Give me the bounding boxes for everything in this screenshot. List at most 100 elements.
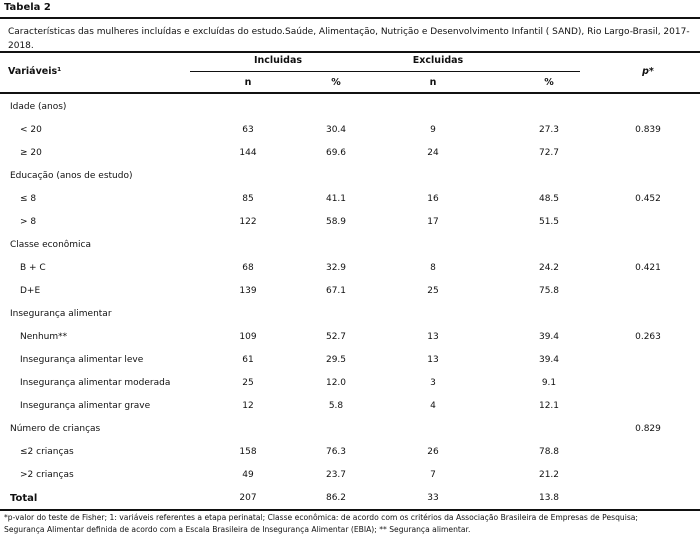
cell-p2: 51.5 xyxy=(538,217,560,227)
table-row: Insegurança alimentar moderada 25 12.0 3 9.1 xyxy=(0,372,700,395)
cell-n1: 144 xyxy=(239,148,257,158)
table-row: Número de crianças 0.829 xyxy=(0,418,700,441)
cell-p2: 9.1 xyxy=(541,378,557,388)
cell-p2: 39.4 xyxy=(538,355,560,365)
footnote-line: *p-valor do teste de Fisher; 1: variávei… xyxy=(4,513,638,522)
cell-label: Educação (anos de estudo) xyxy=(10,171,133,181)
cell-p: 0.829 xyxy=(635,424,661,434)
cell-label: B + C xyxy=(20,263,46,273)
cell-p1: 69.6 xyxy=(325,148,347,158)
header-n-excluded: n xyxy=(429,77,437,88)
cell-n2: 13 xyxy=(427,355,439,365)
cell-label: ≤2 crianças xyxy=(20,447,74,457)
table-row: B + C 68 32.9 8 24.2 0.421 xyxy=(0,257,700,280)
cell-p: 0.839 xyxy=(635,125,661,135)
footnote-line: Segurança Alimentar definida de acordo c… xyxy=(4,525,471,534)
cell-p: 0.452 xyxy=(635,194,661,204)
table-row: ≤2 crianças 158 76.3 26 78.8 xyxy=(0,441,700,464)
cell-n2: 16 xyxy=(427,194,439,204)
cell-p1: 32.9 xyxy=(325,263,347,273)
cell-n1: 61 xyxy=(242,355,254,365)
cell-n2: 8 xyxy=(430,263,436,273)
cell-p2: 27.3 xyxy=(538,125,560,135)
cell-n1: 25 xyxy=(242,378,254,388)
cell-label: < 20 xyxy=(20,125,42,135)
cell-n1: 12 xyxy=(242,401,254,411)
table-row: Classe econômica xyxy=(0,234,700,257)
cell-p2: 48.5 xyxy=(538,194,560,204)
cell-p1: 23.7 xyxy=(325,470,347,480)
cell-n1: 68 xyxy=(242,263,254,273)
divider xyxy=(0,51,700,53)
header-excluded: Excluidas xyxy=(412,55,464,66)
table-title: Tabela 2 xyxy=(4,2,51,13)
cell-p1: 52.7 xyxy=(325,332,347,342)
cell-p2: 39.4 xyxy=(538,332,560,342)
table-row: Educação (anos de estudo) xyxy=(0,165,700,188)
cell-label: ≥ 20 xyxy=(20,148,42,158)
header-pct-included: % xyxy=(331,77,341,88)
header-n-included: n xyxy=(244,77,252,88)
cell-p2: 78.8 xyxy=(538,447,560,457)
cell-p: 0.263 xyxy=(635,332,661,342)
cell-p1: 30.4 xyxy=(325,125,347,135)
cell-p2: 72.7 xyxy=(538,148,560,158)
cell-p1: 86.2 xyxy=(325,493,347,503)
header-pct-excluded: % xyxy=(544,77,554,88)
cell-label: Número de crianças xyxy=(10,424,101,434)
header-variables: Variáveis¹ xyxy=(8,66,62,77)
cell-label: ≤ 8 xyxy=(20,194,37,204)
cell-n1: 85 xyxy=(242,194,254,204)
table-row: >2 crianças 49 23.7 7 21.2 xyxy=(0,464,700,487)
cell-label: Insegurança alimentar moderada xyxy=(20,378,171,388)
table-row: < 20 63 30.4 9 27.3 0.839 xyxy=(0,119,700,142)
cell-label: Insegurança alimentar leve xyxy=(20,355,144,365)
cell-p1: 58.9 xyxy=(325,217,347,227)
table-row: Insegurança alimentar grave 12 5.8 4 12.1 xyxy=(0,395,700,418)
table-row: Insegurança alimentar xyxy=(0,303,700,326)
divider xyxy=(0,17,700,19)
cell-n1: 158 xyxy=(239,447,257,457)
cell-n2: 3 xyxy=(430,378,436,388)
cell-n1: 109 xyxy=(239,332,257,342)
cell-p: 0.421 xyxy=(635,263,661,273)
divider xyxy=(0,92,700,94)
cell-p2: 24.2 xyxy=(538,263,560,273)
table-row: ≤ 8 85 41.1 16 48.5 0.452 xyxy=(0,188,700,211)
cell-p1: 41.1 xyxy=(325,194,347,204)
table-row: Idade (anos) xyxy=(0,96,700,119)
cell-n1: 49 xyxy=(242,470,254,480)
cell-label: D+E xyxy=(20,286,41,296)
table-row: Total 207 86.2 33 13.8 xyxy=(0,487,700,510)
cell-n1: 139 xyxy=(239,286,257,296)
cell-n2: 17 xyxy=(427,217,439,227)
cell-n2: 33 xyxy=(427,493,439,503)
cell-label: Classe econômica xyxy=(10,240,92,250)
header-p: p* xyxy=(642,66,654,77)
cell-label: Total xyxy=(10,493,38,504)
cell-label: > 8 xyxy=(20,217,37,227)
cell-n2: 25 xyxy=(427,286,439,296)
cell-p2: 75.8 xyxy=(538,286,560,296)
table-row: D+E 139 67.1 25 75.8 xyxy=(0,280,700,303)
cell-p1: 76.3 xyxy=(325,447,347,457)
cell-p1: 67.1 xyxy=(325,286,347,296)
table-caption: Características das mulheres incluídas e… xyxy=(8,27,690,51)
table-row: Nenhum** 109 52.7 13 39.4 0.263 xyxy=(0,326,700,349)
cell-label: Nenhum** xyxy=(20,332,68,342)
table-row: ≥ 20 144 69.6 24 72.7 xyxy=(0,142,700,165)
header-included: Incluidas xyxy=(253,55,303,66)
cell-label: Idade (anos) xyxy=(10,102,67,112)
cell-p2: 13.8 xyxy=(538,493,560,503)
header-subline xyxy=(190,71,580,72)
cell-p1: 12.0 xyxy=(325,378,347,388)
cell-n2: 9 xyxy=(430,125,436,135)
cell-p1: 5.8 xyxy=(328,401,344,411)
table-row: > 8 122 58.9 17 51.5 xyxy=(0,211,700,234)
cell-label: >2 crianças xyxy=(20,470,74,480)
cell-p2: 21.2 xyxy=(538,470,560,480)
cell-n2: 7 xyxy=(430,470,436,480)
cell-p2: 12.1 xyxy=(538,401,560,411)
cell-n1: 63 xyxy=(242,125,254,135)
divider xyxy=(0,509,700,511)
